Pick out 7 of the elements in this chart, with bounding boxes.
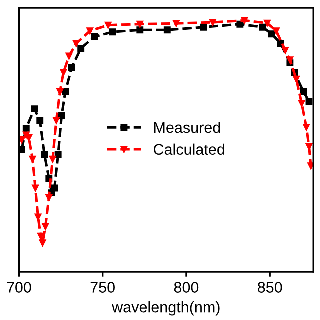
x-tick-label: 850 (258, 282, 282, 293)
legend-label: Calculated (154, 144, 224, 156)
x-tick-label: 700 (7, 282, 32, 293)
x-tick-label: 800 (174, 282, 199, 293)
x-tick-label: 750 (90, 282, 115, 293)
x-axis-title: wavelength(nm) (112, 302, 220, 316)
legend-label: Measured (154, 122, 220, 134)
